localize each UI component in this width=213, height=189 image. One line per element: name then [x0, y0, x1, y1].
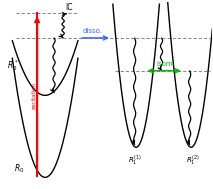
Text: $R_1^{(2)}$: $R_1^{(2)}$	[186, 154, 200, 168]
Text: $R_0^*$: $R_0^*$	[7, 58, 18, 73]
Text: IC: IC	[66, 3, 73, 12]
Text: $R_0$: $R_0$	[14, 163, 24, 175]
Text: isom.: isom.	[156, 61, 175, 67]
Text: excitation: excitation	[31, 82, 36, 109]
Text: $R_1^{(1)}$: $R_1^{(1)}$	[128, 154, 142, 168]
Text: disso.: disso.	[82, 28, 102, 34]
